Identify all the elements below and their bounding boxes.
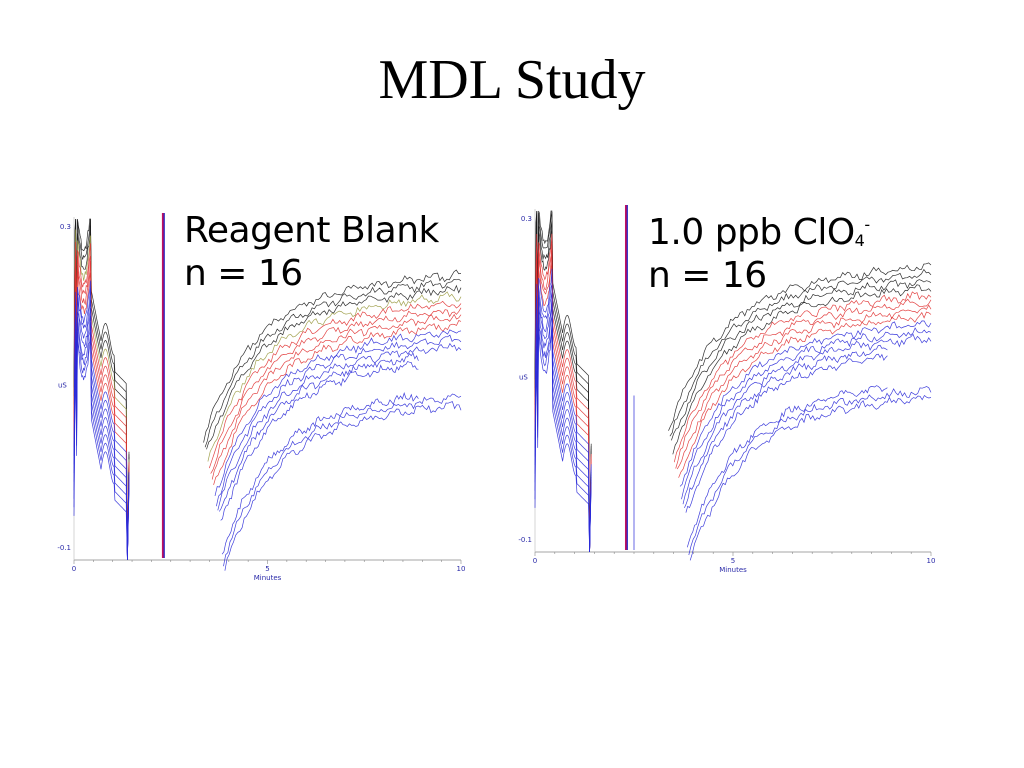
x-tick-label: 10 xyxy=(927,557,936,565)
x-axis-label: Minutes xyxy=(254,574,282,582)
y-axis-label: uS xyxy=(58,382,67,390)
series-line-early xyxy=(534,221,592,553)
series-line-late xyxy=(688,386,932,556)
annotation-superscript: - xyxy=(864,215,870,234)
annotation-line2: n = 16 xyxy=(184,253,303,295)
series-line-late xyxy=(684,344,888,509)
x-tick-label: 5 xyxy=(731,557,735,565)
series-line-late xyxy=(208,300,462,469)
y-tick-label: 0.3 xyxy=(60,223,71,231)
series-line-late xyxy=(685,353,888,513)
series-line-late xyxy=(682,333,932,505)
series-line-early xyxy=(534,296,592,553)
series-line-early xyxy=(534,329,592,553)
series-line-late xyxy=(678,311,932,478)
series-line-early xyxy=(534,315,592,553)
series-line-early xyxy=(534,251,592,553)
series-line-late xyxy=(672,284,932,455)
series-line-early xyxy=(73,229,130,561)
series-line-early xyxy=(73,218,130,561)
series-line-early xyxy=(73,241,130,561)
chart-panel-1ppb-clo4: 0 5 10 Minutes 0.3 -0.1 uS 1.0 ppb ClO4- n = 1… xyxy=(510,195,935,595)
series-line-early xyxy=(534,305,592,553)
series-line-early xyxy=(73,280,130,561)
series-line-late xyxy=(203,269,462,443)
y-tick-label: -0.1 xyxy=(518,536,532,544)
series-line-early xyxy=(534,292,592,553)
series-line-late xyxy=(671,279,932,441)
series-line-late xyxy=(218,352,419,512)
series-line-late xyxy=(681,327,932,500)
series-line-early xyxy=(534,210,592,553)
series-line-early xyxy=(73,331,130,561)
y-tick-label: -0.1 xyxy=(57,544,71,552)
series-line-early xyxy=(73,339,130,561)
annotation-line2: n = 16 xyxy=(648,255,767,297)
series-line-late xyxy=(207,291,462,462)
series-line-early xyxy=(73,254,130,561)
series-line-late xyxy=(210,307,462,474)
series-line-early xyxy=(73,322,130,561)
series-line-early xyxy=(73,315,130,561)
series-line-early xyxy=(534,210,592,553)
series-line-late xyxy=(686,385,888,548)
annotation-line1-wrap: 1.0 ppb ClO4- xyxy=(648,211,870,254)
series-line-early xyxy=(73,287,130,561)
series-line-late xyxy=(221,391,419,555)
series-line-early xyxy=(534,284,592,553)
annotation-line1: 1.0 ppb ClO xyxy=(648,212,855,253)
series-line-late xyxy=(217,342,462,511)
x-tick-label: 0 xyxy=(533,557,537,565)
series-line-late xyxy=(673,291,932,463)
slide-title: MDL Study xyxy=(378,49,646,111)
annotation-subscript: 4 xyxy=(854,231,865,250)
series-line-late xyxy=(676,304,932,470)
series-line-early xyxy=(73,260,130,561)
series-line-late xyxy=(669,268,932,437)
series-line-early xyxy=(534,259,592,553)
series-line-late xyxy=(211,313,462,480)
series-line-early xyxy=(73,218,130,561)
series-line-early xyxy=(73,218,130,561)
series-line-early xyxy=(73,308,130,561)
x-axis-label: Minutes xyxy=(719,566,747,574)
series-line-late xyxy=(689,394,932,561)
series-line-early xyxy=(534,268,592,553)
chromatogram-reagent-blank: 0 5 10 Minutes 0.3 -0.1 uS xyxy=(57,213,466,582)
series-line-late xyxy=(675,298,932,469)
series-line-late xyxy=(224,401,462,571)
series-line-late xyxy=(220,361,419,521)
series-line-early xyxy=(73,297,130,561)
series-line-late xyxy=(204,278,462,448)
series-line-late xyxy=(668,262,932,431)
series-line-late xyxy=(213,320,462,485)
x-tick-label: 10 xyxy=(457,565,466,573)
y-axis-label: uS xyxy=(519,374,528,382)
series-line-late xyxy=(679,320,932,487)
series-line-late xyxy=(216,334,462,507)
series-line-early xyxy=(534,210,592,553)
series-line-late xyxy=(214,329,462,496)
y-tick-label: 0.3 xyxy=(521,215,532,223)
annotation-line1: Reagent Blank xyxy=(184,210,439,251)
series-line-late xyxy=(223,393,462,567)
series-line-early xyxy=(534,322,592,553)
series-line-early xyxy=(534,242,592,553)
chart-annotation: 1.0 ppb ClO4- n = 16 xyxy=(648,211,870,297)
series-line-early xyxy=(534,233,592,553)
x-tick-label: 0 xyxy=(72,565,76,573)
chart-annotation: Reagent Blank n = 16 xyxy=(184,209,439,295)
series-line-late xyxy=(206,284,462,450)
chart-panel-reagent-blank: 0 5 10 Minutes 0.3 -0.1 uS Reagent Blank n = 1… xyxy=(50,195,470,595)
chromatogram-1ppb-clo4: 0 5 10 Minutes 0.3 -0.1 uS xyxy=(518,205,935,574)
series-line-early xyxy=(73,271,130,561)
x-tick-label: 5 xyxy=(265,565,269,573)
